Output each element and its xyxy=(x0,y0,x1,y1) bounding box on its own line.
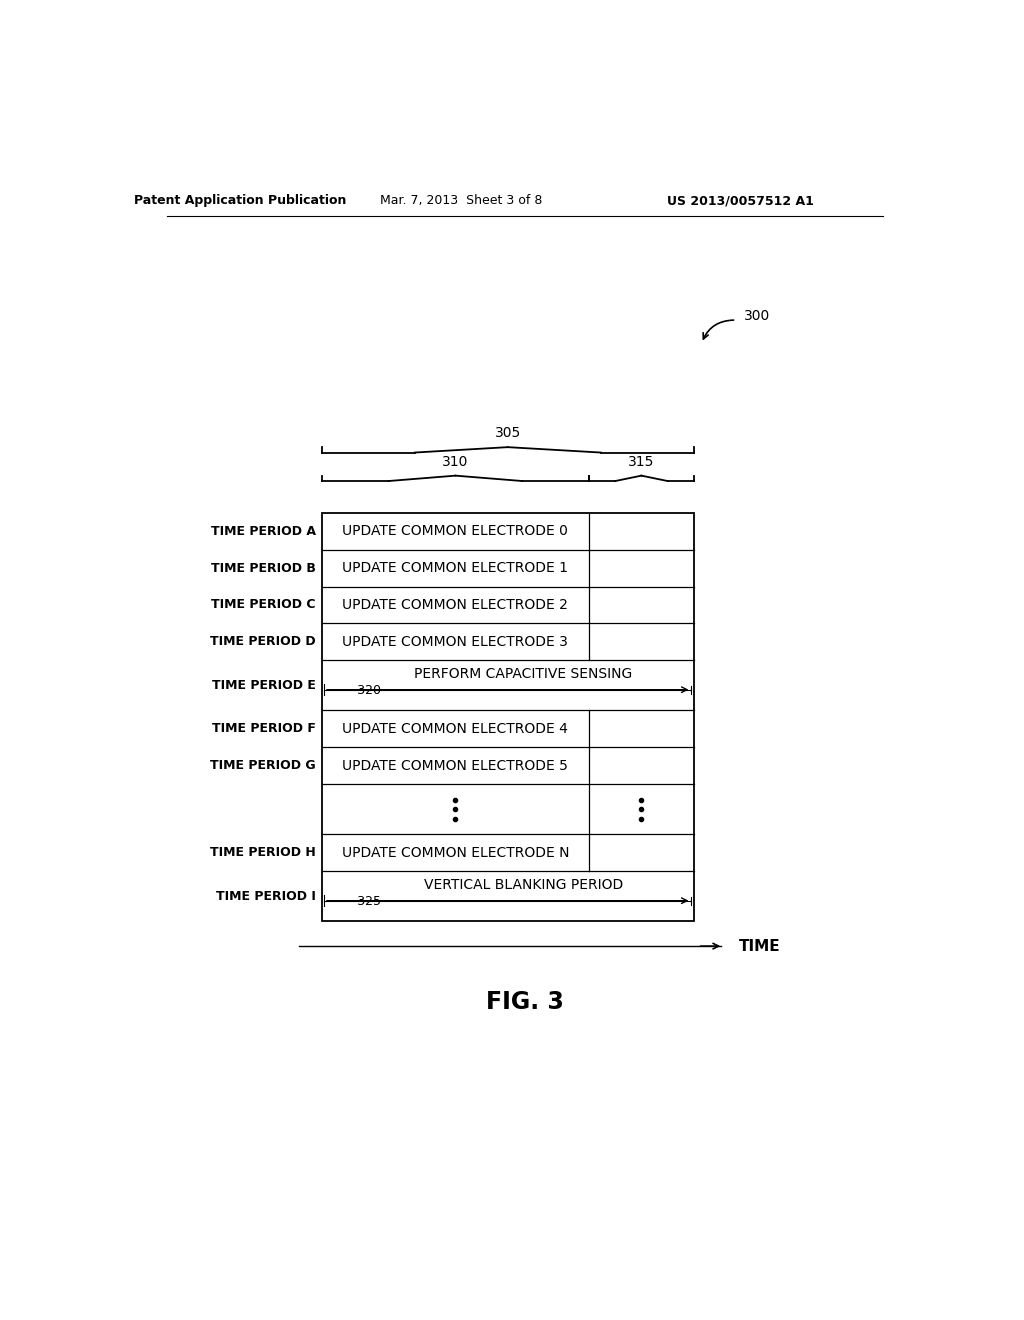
Text: UPDATE COMMON ELECTRODE 1: UPDATE COMMON ELECTRODE 1 xyxy=(342,561,568,576)
Text: VERTICAL BLANKING PERIOD: VERTICAL BLANKING PERIOD xyxy=(424,878,623,892)
Text: TIME PERIOD B: TIME PERIOD B xyxy=(211,561,315,574)
Text: 315: 315 xyxy=(629,455,654,469)
Text: UPDATE COMMON ELECTRODE N: UPDATE COMMON ELECTRODE N xyxy=(342,846,569,859)
Text: 305: 305 xyxy=(495,426,521,441)
Text: –325: –325 xyxy=(351,895,381,908)
Text: TIME PERIOD G: TIME PERIOD G xyxy=(210,759,315,772)
Text: TIME PERIOD E: TIME PERIOD E xyxy=(212,678,315,692)
Text: Mar. 7, 2013  Sheet 3 of 8: Mar. 7, 2013 Sheet 3 of 8 xyxy=(380,194,543,207)
Text: TIME PERIOD H: TIME PERIOD H xyxy=(210,846,315,859)
Text: 310: 310 xyxy=(442,455,469,469)
Text: FIG. 3: FIG. 3 xyxy=(485,990,564,1014)
Text: –320: –320 xyxy=(351,684,381,697)
Text: TIME PERIOD I: TIME PERIOD I xyxy=(216,890,315,903)
Text: TIME: TIME xyxy=(738,939,780,953)
Text: UPDATE COMMON ELECTRODE 0: UPDATE COMMON ELECTRODE 0 xyxy=(342,524,568,539)
Text: TIME PERIOD C: TIME PERIOD C xyxy=(211,598,315,611)
Bar xyxy=(322,512,693,921)
Text: UPDATE COMMON ELECTRODE 3: UPDATE COMMON ELECTRODE 3 xyxy=(342,635,568,649)
Text: TIME PERIOD F: TIME PERIOD F xyxy=(212,722,315,735)
Text: TIME PERIOD A: TIME PERIOD A xyxy=(211,524,315,537)
Text: UPDATE COMMON ELECTRODE 2: UPDATE COMMON ELECTRODE 2 xyxy=(342,598,568,612)
Text: UPDATE COMMON ELECTRODE 4: UPDATE COMMON ELECTRODE 4 xyxy=(342,722,568,737)
Text: Patent Application Publication: Patent Application Publication xyxy=(134,194,346,207)
Text: UPDATE COMMON ELECTRODE 5: UPDATE COMMON ELECTRODE 5 xyxy=(342,759,568,774)
Text: PERFORM CAPACITIVE SENSING: PERFORM CAPACITIVE SENSING xyxy=(414,668,633,681)
Text: US 2013/0057512 A1: US 2013/0057512 A1 xyxy=(667,194,814,207)
Text: 300: 300 xyxy=(744,309,770,323)
Text: TIME PERIOD D: TIME PERIOD D xyxy=(210,635,315,648)
